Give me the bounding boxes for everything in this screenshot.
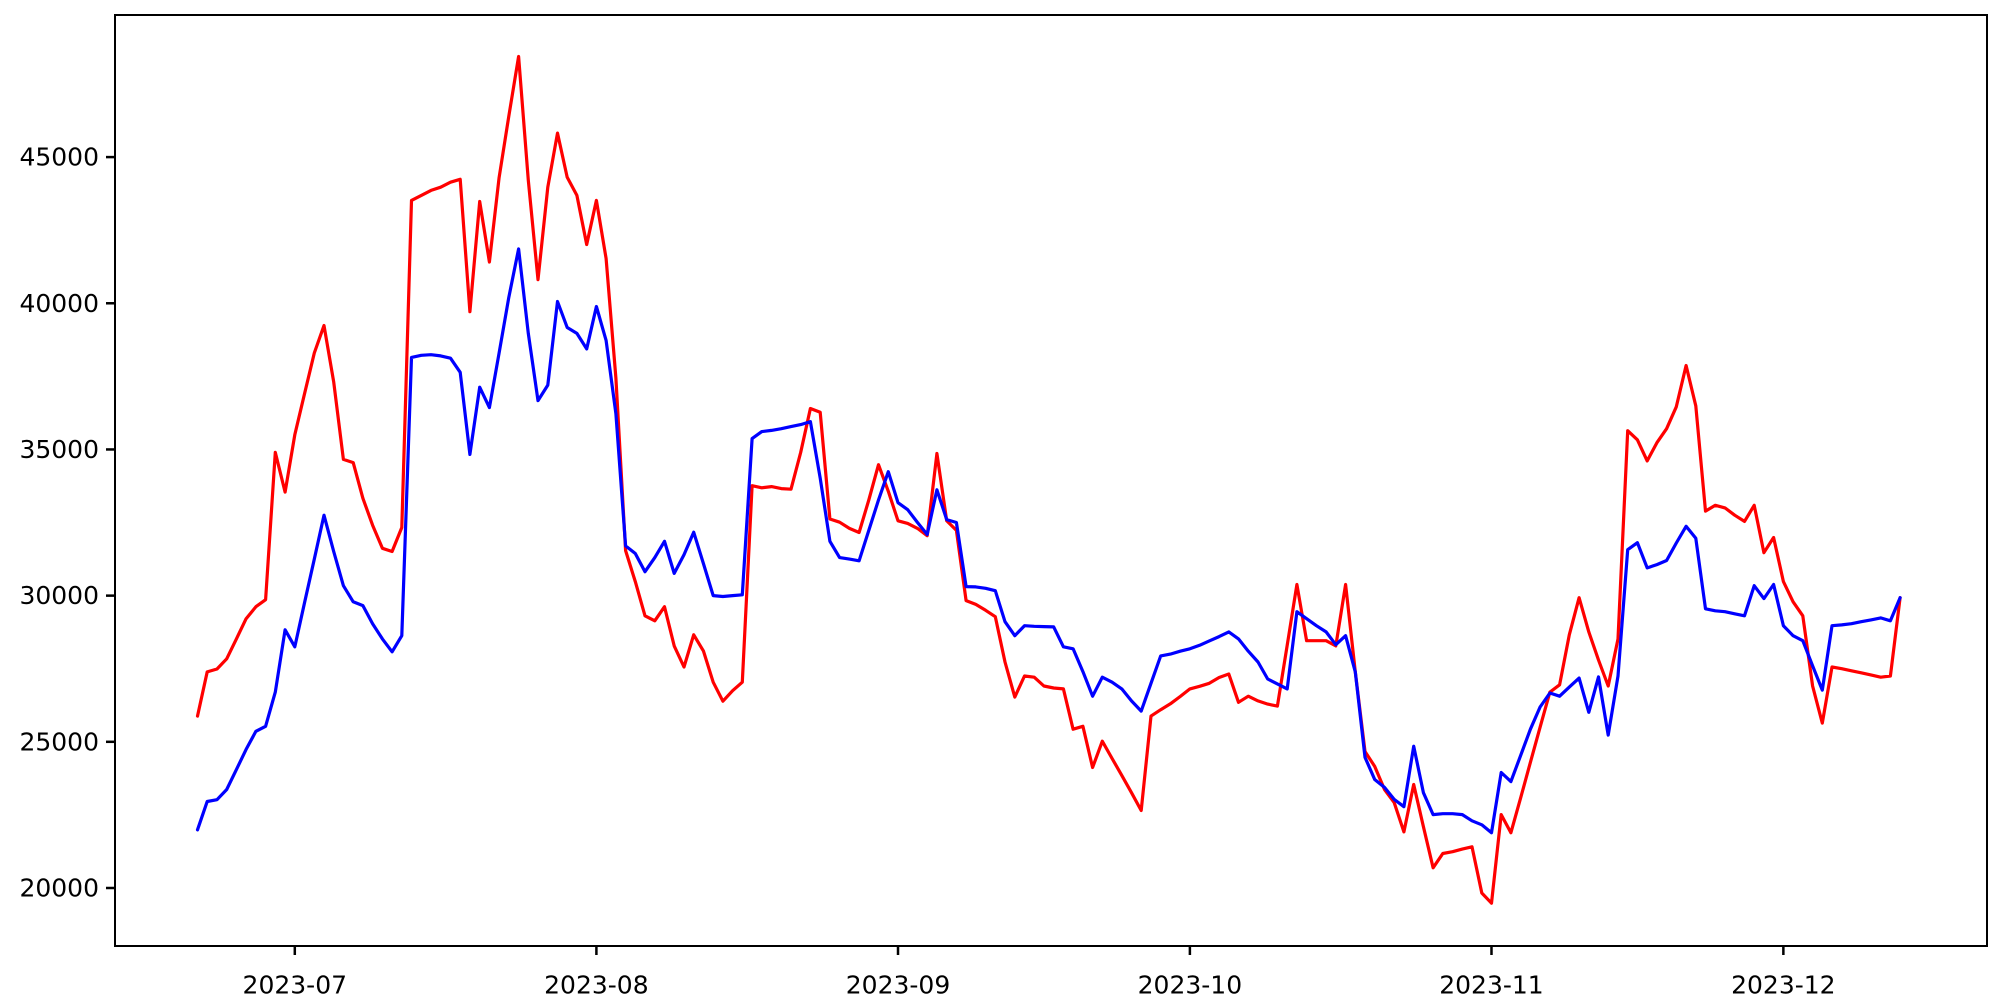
red-series-line [195,54,1902,905]
blue-series-line [195,247,1902,835]
x-tick-label: 2023-12 [1731,970,1835,999]
x-axis: 2023-07 2023-08 2023-09 2023-10 2023-11 2023-… [243,946,1836,999]
x-tick-label: 2023-10 [1138,970,1242,999]
plot-border [114,14,1988,947]
y-tick-label: 45000 [19,143,99,172]
y-tick-label: 40000 [19,289,99,318]
x-tick-label: 2023-11 [1439,970,1543,999]
y-tick-label: 30000 [19,581,99,610]
x-tick-label: 2023-07 [243,970,347,999]
y-tick-label: 35000 [19,435,99,464]
x-tick-label: 2023-09 [846,970,950,999]
y-tick-label: 25000 [19,727,99,756]
y-axis: 20000 25000 30000 35000 40000 45000 [19,143,115,902]
y-tick-label: 20000 [19,873,99,902]
x-tick-label: 2023-08 [544,970,648,999]
